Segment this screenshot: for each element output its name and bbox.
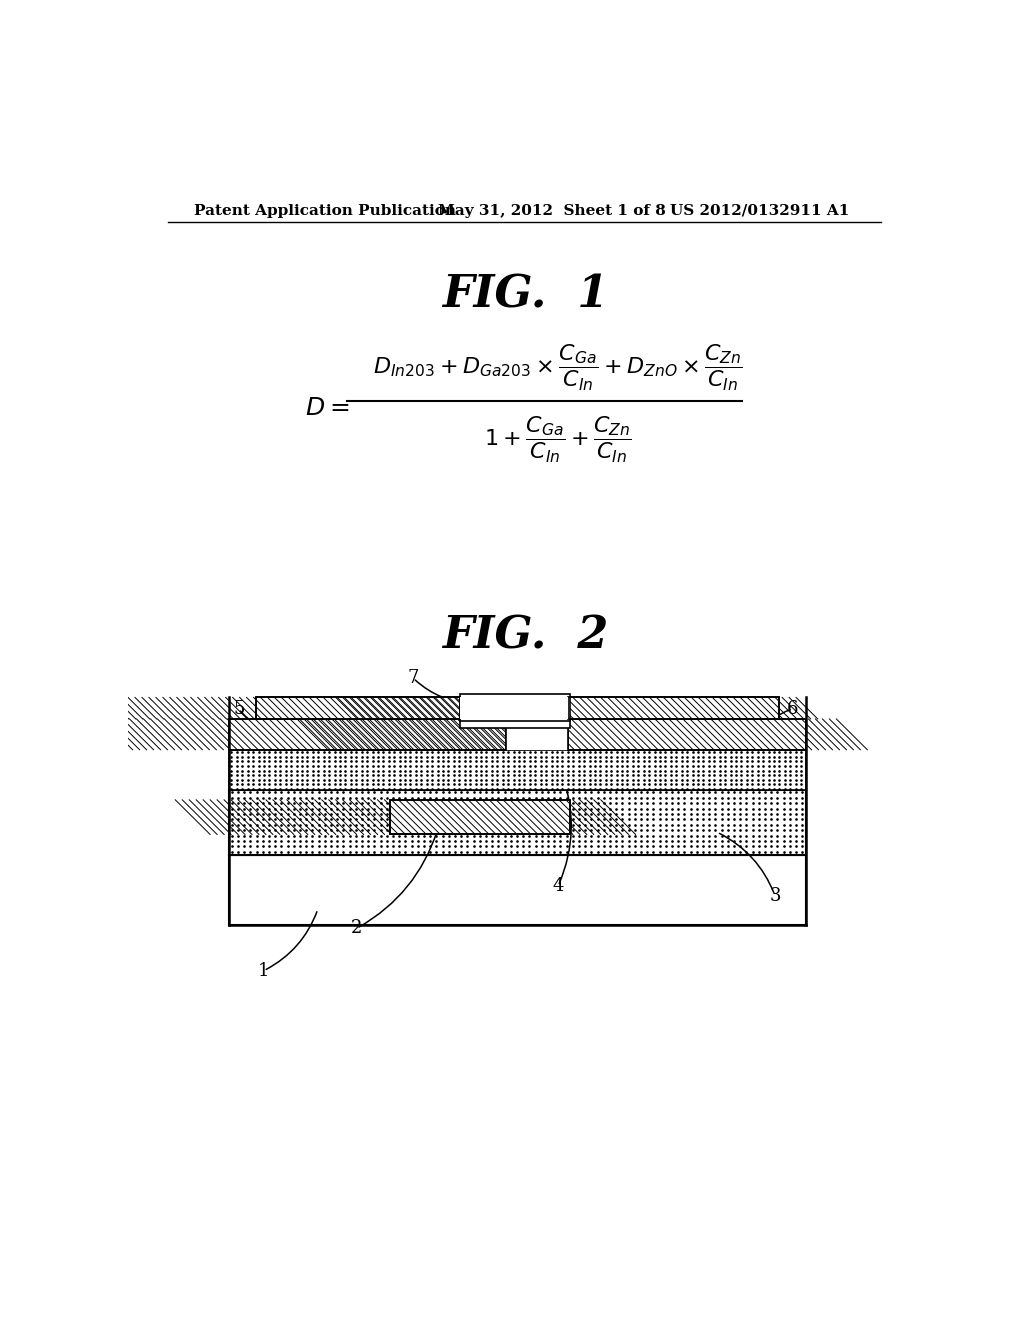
- Text: 3: 3: [769, 887, 781, 906]
- Bar: [390, 800, 569, 834]
- Bar: [568, 719, 806, 750]
- Bar: [568, 697, 779, 719]
- Text: 7: 7: [408, 669, 419, 688]
- Bar: [228, 719, 506, 750]
- Bar: [568, 697, 779, 719]
- Text: 2: 2: [351, 920, 362, 937]
- Bar: [390, 800, 569, 834]
- Text: US 2012/0132911 A1: US 2012/0132911 A1: [671, 203, 850, 218]
- Text: FIG.  2: FIG. 2: [441, 614, 608, 657]
- Text: May 31, 2012  Sheet 1 of 8: May 31, 2012 Sheet 1 of 8: [438, 203, 666, 218]
- Bar: [228, 719, 506, 750]
- Bar: [568, 719, 806, 750]
- Bar: [460, 693, 569, 721]
- Bar: [460, 697, 568, 719]
- Text: $D_{In203} + D_{Ga203} \times \dfrac{C_{Ga}}{C_{In}} + D_{ZnO} \times \dfrac{C_{: $D_{In203} + D_{Ga203} \times \dfrac{C_{…: [373, 343, 743, 393]
- Bar: [228, 855, 806, 924]
- Text: $1 + \dfrac{C_{Ga}}{C_{In}} + \dfrac{C_{Zn}}{C_{In}}$: $1 + \dfrac{C_{Ga}}{C_{In}} + \dfrac{C_{…: [484, 414, 632, 465]
- Bar: [256, 697, 460, 719]
- Text: 5: 5: [233, 700, 245, 718]
- Text: $D =$: $D =$: [305, 397, 349, 420]
- Bar: [568, 697, 779, 719]
- Bar: [568, 719, 806, 750]
- Bar: [506, 719, 568, 750]
- Text: Patent Application Publication: Patent Application Publication: [194, 203, 456, 218]
- Bar: [460, 711, 569, 729]
- Text: 4: 4: [552, 876, 564, 895]
- Bar: [228, 719, 506, 750]
- Bar: [256, 697, 460, 719]
- Text: FIG.  1: FIG. 1: [441, 275, 608, 317]
- Bar: [228, 750, 806, 789]
- Text: 1: 1: [258, 962, 269, 979]
- Bar: [228, 789, 806, 855]
- Text: 6: 6: [787, 700, 799, 718]
- Bar: [390, 800, 569, 834]
- Bar: [256, 697, 460, 719]
